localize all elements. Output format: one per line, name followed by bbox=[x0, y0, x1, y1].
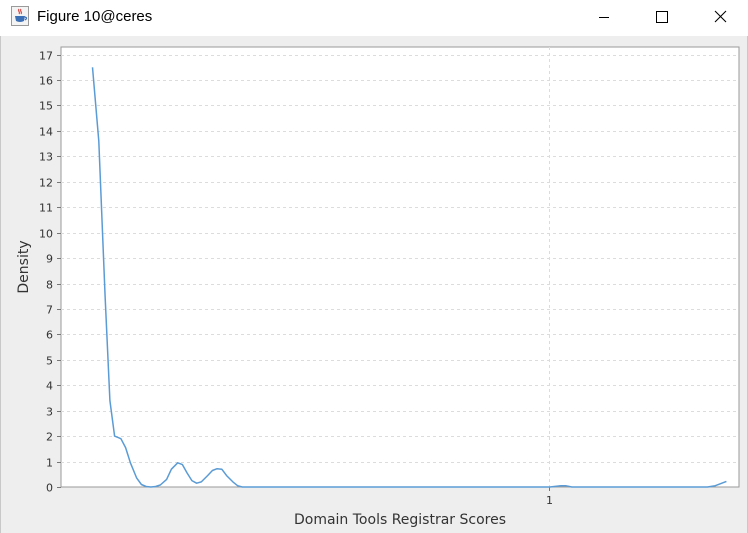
figure-canvas-area: 0 1 2 3 4 5 6 7 8 9 10 11 12 13 14 15 16 17 1 Density Dom… bbox=[0, 36, 748, 533]
y-tick-label: 7 bbox=[46, 304, 53, 317]
y-tick-label: 10 bbox=[39, 228, 53, 241]
plot-area bbox=[60, 46, 740, 488]
density-series-line bbox=[91, 67, 727, 488]
close-icon bbox=[714, 10, 727, 23]
maximize-icon bbox=[656, 11, 668, 23]
y-tick-label: 6 bbox=[46, 329, 53, 342]
y-tick-label: 11 bbox=[39, 202, 53, 215]
window-title: Figure 10@ceres bbox=[37, 8, 153, 25]
y-tick-label: 1 bbox=[46, 457, 53, 470]
y-tick-label: 5 bbox=[46, 355, 53, 368]
y-tick-label: 15 bbox=[39, 100, 53, 113]
minimize-button[interactable] bbox=[581, 0, 627, 34]
y-tick-label: 3 bbox=[46, 406, 53, 419]
y-tick-label: 17 bbox=[39, 50, 53, 63]
y-axis-title: Density bbox=[16, 240, 32, 293]
y-tick-label: 4 bbox=[46, 380, 53, 393]
y-tick-label: 12 bbox=[39, 177, 53, 190]
grid-lines bbox=[61, 47, 739, 487]
java-cup-icon bbox=[11, 6, 29, 26]
title-bar: Figure 10@ceres bbox=[0, 0, 748, 36]
maximize-button[interactable] bbox=[639, 0, 685, 34]
x-axis-title: Domain Tools Registrar Scores bbox=[294, 512, 506, 528]
x-tick-label: 1 bbox=[546, 494, 553, 507]
close-button[interactable] bbox=[698, 0, 744, 34]
y-tick-label: 16 bbox=[39, 75, 53, 88]
x-axis: 1 bbox=[546, 487, 553, 507]
y-tick-label: 9 bbox=[46, 253, 53, 266]
y-tick-label: 0 bbox=[46, 482, 53, 495]
y-tick-label: 8 bbox=[46, 279, 53, 292]
y-tick-label: 2 bbox=[46, 431, 53, 444]
window-border-left bbox=[0, 36, 1, 533]
y-tick-label: 14 bbox=[39, 126, 53, 139]
y-tick-label: 13 bbox=[39, 151, 53, 164]
minimize-icon bbox=[599, 17, 609, 18]
